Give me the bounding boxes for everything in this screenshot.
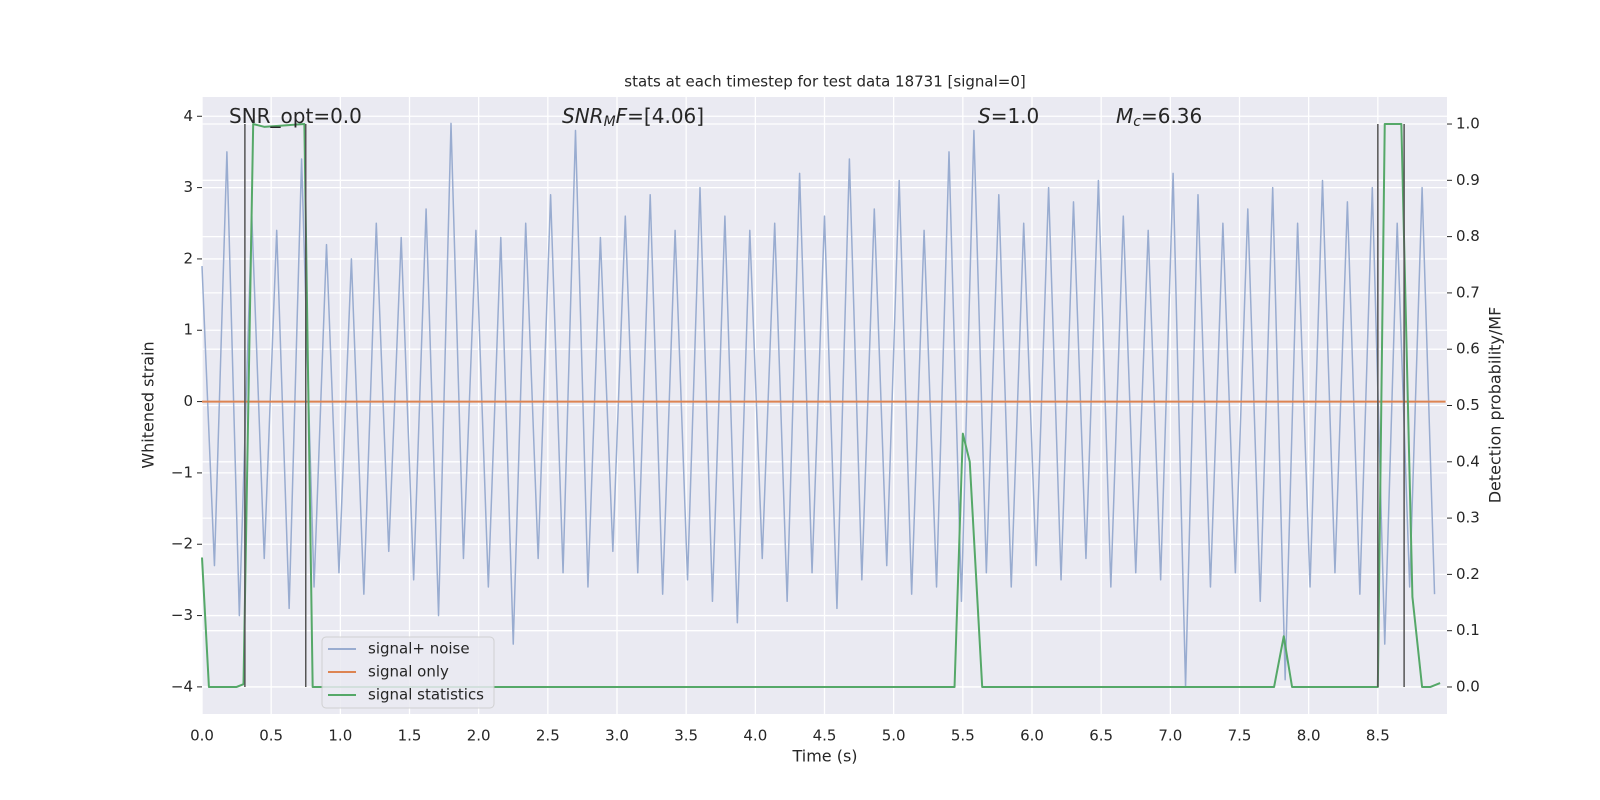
annotation-part: SNR bbox=[562, 104, 604, 128]
annotation-part: SNR_opt=0.0 bbox=[229, 104, 362, 128]
series-line bbox=[201, 123, 1441, 688]
y-tick-label: 3 bbox=[183, 178, 193, 196]
annotation-part: S bbox=[978, 104, 991, 128]
x-tick-label: 8.5 bbox=[1366, 727, 1390, 745]
x-tick-label: 4.5 bbox=[813, 727, 837, 745]
y2-axis-label: Detection probability/MF bbox=[1486, 307, 1505, 504]
x-tick-label: 0.0 bbox=[190, 727, 214, 745]
y-tick-label: −3 bbox=[171, 606, 193, 624]
x-tick-label: 2.0 bbox=[467, 727, 491, 745]
y-tick-label: −1 bbox=[171, 463, 193, 481]
y2-tick-label: 0.5 bbox=[1456, 396, 1480, 414]
annotation-part: M bbox=[604, 114, 616, 130]
x-axis-label: Time (s) bbox=[791, 747, 857, 766]
x-tick-label: 7.0 bbox=[1158, 727, 1182, 745]
y2-tick-label: 0.8 bbox=[1456, 227, 1480, 245]
x-tick-label: 3.0 bbox=[605, 727, 629, 745]
y-tick-label: 2 bbox=[183, 249, 193, 267]
y2-tick-label: 0.0 bbox=[1456, 677, 1480, 695]
annotation-part: =[4.06] bbox=[627, 104, 704, 128]
x-tick-label: 3.5 bbox=[674, 727, 698, 745]
y2-tick-label: 0.2 bbox=[1456, 565, 1480, 583]
x-tick-label: 4.0 bbox=[743, 727, 767, 745]
x-tick-label: 1.0 bbox=[328, 727, 352, 745]
y-tick-label: 1 bbox=[183, 321, 193, 339]
y2-tick-label: 0.1 bbox=[1456, 621, 1480, 639]
x-tick-label: 8.0 bbox=[1297, 727, 1321, 745]
annotation: SNR_opt=0.0 bbox=[229, 104, 362, 128]
chart-title: stats at each timestep for test data 187… bbox=[624, 73, 1025, 91]
annotation-part: =6.36 bbox=[1141, 104, 1202, 128]
x-tick-label: 5.0 bbox=[882, 727, 906, 745]
x-tick-label: 0.5 bbox=[259, 727, 283, 745]
annotation-part: M bbox=[1116, 104, 1133, 128]
legend-label: signal+ noise bbox=[368, 640, 470, 658]
y2-tick-label: 0.4 bbox=[1456, 452, 1480, 470]
y-axis-label: Whitened strain bbox=[139, 341, 158, 468]
y2-tick-label: 0.9 bbox=[1456, 171, 1480, 189]
y-tick-label: 0 bbox=[183, 392, 193, 410]
annotation: Mc=6.36 bbox=[1116, 104, 1202, 131]
y2-tick-label: 0.7 bbox=[1456, 283, 1480, 301]
annotation-part: F bbox=[616, 104, 628, 128]
annotation: SNRMF=[4.06] bbox=[562, 104, 704, 131]
legend-label: signal only bbox=[368, 663, 449, 681]
y-tick-label: −2 bbox=[171, 535, 193, 553]
y2-tick-label: 1.0 bbox=[1456, 115, 1480, 133]
x-tick-label: 6.0 bbox=[1020, 727, 1044, 745]
y-tick-label: −4 bbox=[171, 677, 193, 695]
x-tick-label: 5.5 bbox=[951, 727, 975, 745]
series-line bbox=[201, 122, 1436, 688]
legend-box bbox=[321, 636, 495, 709]
y2-tick-label: 0.6 bbox=[1456, 340, 1480, 358]
x-tick-label: 2.5 bbox=[536, 727, 560, 745]
annotation: S=1.0 bbox=[978, 104, 1039, 128]
x-tick-label: 1.5 bbox=[398, 727, 422, 745]
y2-tick-label: 0.3 bbox=[1456, 509, 1480, 527]
y-tick-label: 4 bbox=[183, 107, 193, 125]
x-tick-label: 6.5 bbox=[1089, 727, 1113, 745]
legend-label: signal statistics bbox=[368, 686, 484, 704]
annotation-part: c bbox=[1133, 114, 1141, 130]
x-tick-label: 7.5 bbox=[1228, 727, 1252, 745]
annotation-part: =1.0 bbox=[991, 104, 1040, 128]
